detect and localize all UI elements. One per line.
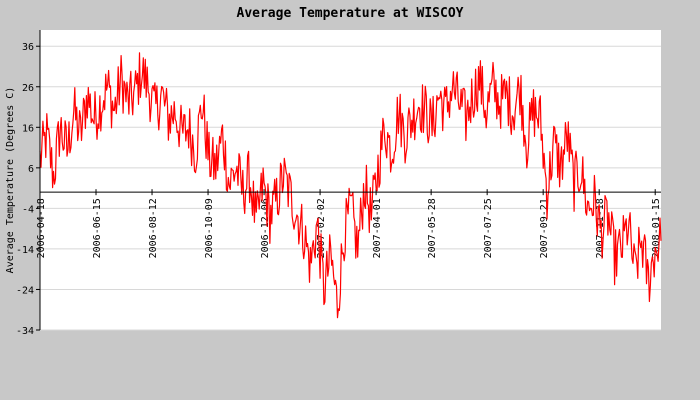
series-line xyxy=(39,52,662,319)
y-tick-label: 16 xyxy=(22,123,34,134)
series-group xyxy=(39,52,662,319)
x-tick-label: 2007-09-21 xyxy=(539,198,550,258)
x-tick-label: 2008-01-15 xyxy=(651,198,662,258)
y-tick-label: -34 xyxy=(16,326,34,337)
y-tick-label: -4 xyxy=(22,204,34,215)
x-tick-label: 2006-08-12 xyxy=(148,198,159,258)
plot-area xyxy=(40,30,661,330)
grid-lines xyxy=(40,45,661,331)
x-tick-label: 2006-12-06 xyxy=(260,198,271,258)
x-tick-label: 2006-06-15 xyxy=(92,198,103,258)
y-tick-label: -24 xyxy=(16,285,34,296)
y-tick-label: 26 xyxy=(22,83,34,94)
y-tick-label: -14 xyxy=(16,245,34,256)
x-tick-label: 2007-02-02 xyxy=(316,198,327,258)
x-tick-label: 2007-05-28 xyxy=(427,198,438,258)
y-tick-label: 36 xyxy=(22,42,34,53)
y-axis-label: Average Temperature (Degrees C) xyxy=(5,87,16,274)
x-ticks: 2006-04-18 2006-06-15 2006-08-12 2006-10-09… xyxy=(36,189,662,258)
y-tick-label: 6 xyxy=(28,164,34,175)
y-ticks: 36 26 16 6 -4 -14 -24 -34 xyxy=(16,42,40,337)
x-tick-label: 2007-07-25 xyxy=(483,198,494,258)
chart-title: Average Temperature at WISCOY xyxy=(237,6,464,21)
x-tick-label: 2006-10-09 xyxy=(204,198,215,258)
x-tick-label: 2006-04-18 xyxy=(36,198,47,258)
x-tick-label: 2007-04-01 xyxy=(372,198,383,258)
